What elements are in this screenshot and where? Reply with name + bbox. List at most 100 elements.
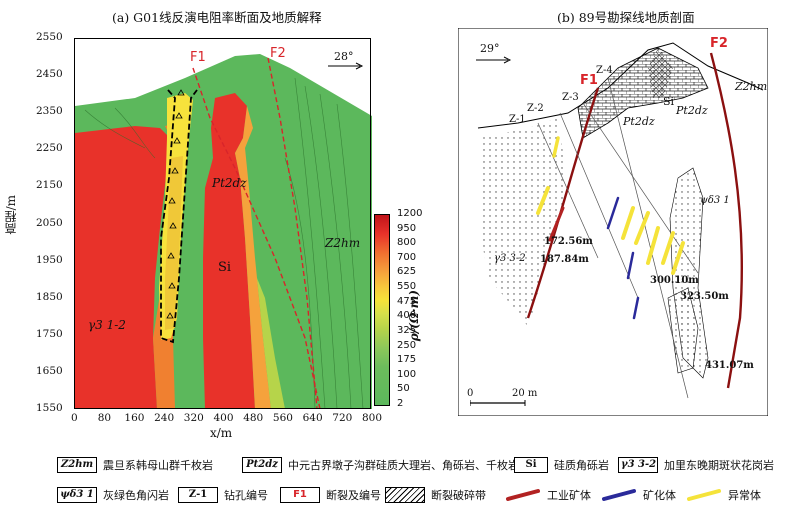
y-tick-label: 2050 [36, 216, 63, 229]
x-tick-label: 0 [71, 412, 78, 424]
resistivity-section [75, 38, 372, 409]
panel-a-angle-arrow [328, 62, 364, 70]
legend-min-label: 矿化体 [643, 489, 676, 502]
ore-line-icon [506, 489, 540, 501]
legend-gamma-symbol: γ3 3-2 [618, 457, 658, 473]
legend-si-symbol: Si [514, 457, 548, 473]
scale-bar [470, 400, 526, 406]
panel-b-fault-f2: F2 [710, 36, 728, 51]
colorbar-tick-label: 475 [397, 295, 417, 307]
y-tick-label: 1550 [36, 402, 63, 414]
panel-b-rock-si: Si [663, 95, 675, 108]
colorbar-tick-label: 325 [397, 324, 417, 336]
fault-f1-solid [526, 87, 600, 319]
y-tick-label: 2150 [36, 179, 63, 192]
legend-ore-label: 工业矿体 [547, 489, 591, 502]
x-tick-label: 640 [302, 412, 323, 424]
legend-fault: F1 断裂及编号 [280, 487, 381, 503]
panel-b-title: (b) 89号勘探线地质剖面 [557, 10, 695, 25]
colorbar-label: ρ/(Ω·m) [407, 290, 421, 342]
y-tick-label: 2250 [36, 142, 63, 155]
panel-a-rock-si: Si [218, 260, 232, 275]
legend-pt: Pt2dz 中元古界墩子沟群硅质大理岩、角砾岩、千枚岩 [242, 457, 519, 473]
legend-fault-symbol: F1 [280, 487, 320, 503]
legend-hole-symbol: Z-1 [178, 487, 218, 503]
y-tick-label: 2550 [36, 31, 63, 43]
depth-label: 172.56m [544, 236, 593, 247]
anomaly-line-icon [687, 489, 721, 501]
x-tick-label: 320 [183, 412, 204, 424]
y-tick-label: 2350 [36, 105, 63, 118]
red-body-si [203, 93, 255, 409]
scale-zero: 0 [467, 388, 474, 399]
panel-a-rock-gamma: γ3 1-2 [88, 318, 126, 332]
x-tick-label: 720 [332, 412, 353, 424]
colorbar-tick-label: 50 [397, 383, 410, 395]
drill-triangles [166, 89, 185, 319]
panel-b-angle: 29° [480, 42, 500, 55]
colorbar-tick-label: 1200 [397, 208, 423, 219]
legend-hole-label: 钻孔编号 [224, 489, 268, 502]
fault-f2-line [267, 57, 318, 409]
x-tick-label: 800 [362, 412, 383, 424]
legend-pt-symbol: Pt2dz [242, 457, 282, 473]
legend-hole: Z-1 钻孔编号 [178, 487, 268, 503]
y-tick-label: 1850 [36, 290, 63, 303]
colorbar: 1200 950 800 700 625 550 475 400 325 250 175 100 50 2 [374, 208, 422, 409]
panel-b-fault-f1: F1 [580, 73, 598, 88]
legend-break: 断裂破碎带 [385, 487, 486, 503]
x-tick-label: 240 [154, 412, 175, 424]
legend-psi: ψδ3 1 灰绿色角闪岩 [57, 487, 169, 503]
colorbar-tick-label: 400 [397, 310, 417, 322]
panel-b-rock-psi: ψδ3 1 [700, 195, 730, 206]
anomaly-outline [160, 89, 198, 344]
x-tick-label: 160 [124, 412, 145, 424]
legend-anom-label: 异常体 [728, 489, 761, 502]
fault-f2-solid [709, 52, 743, 389]
colorbar-tick-label: 625 [397, 266, 417, 278]
legend-psi-symbol: ψδ3 1 [57, 487, 97, 503]
x-tick-label: 560 [272, 412, 293, 424]
x-tick-label: 80 [97, 412, 112, 424]
y-tick-label: 1650 [36, 364, 63, 377]
panel-a-frame [74, 38, 371, 409]
colorbar-tick-label: 800 [397, 237, 417, 249]
colorbar-tick-label: 100 [397, 368, 417, 380]
colorbar-tick-label: 175 [397, 354, 417, 366]
depth-label: 300.10m [650, 275, 699, 286]
x-tick-label: 400 [213, 412, 234, 424]
x-tick-label: 480 [243, 412, 264, 424]
panel-b-rock-pt2: Pt2dz [676, 104, 708, 117]
panel-b-rock-z: Z2hm [735, 80, 768, 93]
geologic-section [458, 28, 768, 416]
panel-a-title: (a) G01线反演电阻率断面及地质解释 [112, 10, 322, 25]
colorbar-tick-label: 950 [397, 222, 417, 234]
legend-psi-label: 灰绿色角闪岩 [103, 489, 169, 502]
drill-holes [537, 77, 699, 399]
y-tick-label: 1750 [36, 327, 63, 340]
legend-break-symbol [385, 487, 425, 503]
colorbar-tick-label: 250 [397, 339, 417, 351]
hole-label: Z-1 [509, 114, 526, 125]
colorbar-tick-label: 700 [397, 251, 417, 263]
ore-bodies [536, 136, 685, 320]
depth-label: 187.84m [540, 254, 589, 265]
depth-label: 323.50m [680, 291, 729, 302]
panel-a-rock-z: Z2hm [325, 236, 361, 250]
colorbar-tick-label: 2 [397, 398, 404, 409]
panel-a-xlabel: x/m [210, 426, 233, 440]
panel-b-rock-gamma: γ3 3-2 [494, 253, 526, 264]
legend-min: 矿化体 [601, 487, 676, 503]
hole-label: Z-2 [527, 103, 544, 114]
legend-z2hm: Z2hm 震旦系韩母山群千枚岩 [57, 457, 213, 473]
legend-gamma-label: 加里东晚期斑状花岗岩 [664, 459, 774, 472]
legend-pt-label: 中元古界墩子沟群硅质大理岩、角砾岩、千枚岩 [288, 459, 519, 472]
mineralized-line-icon [602, 489, 636, 501]
legend-z2hm-label: 震旦系韩母山群千枚岩 [103, 459, 213, 472]
hole-label: Z-4 [596, 65, 613, 76]
panel-b-rock-pt1: Pt2dz [623, 115, 655, 128]
scale-twenty: 20 m [512, 388, 538, 399]
legend-fault-label: 断裂及编号 [326, 489, 381, 502]
legend-si-label: 硅质角砾岩 [554, 459, 609, 472]
panel-a-ylabel: 高程/m [4, 195, 18, 235]
